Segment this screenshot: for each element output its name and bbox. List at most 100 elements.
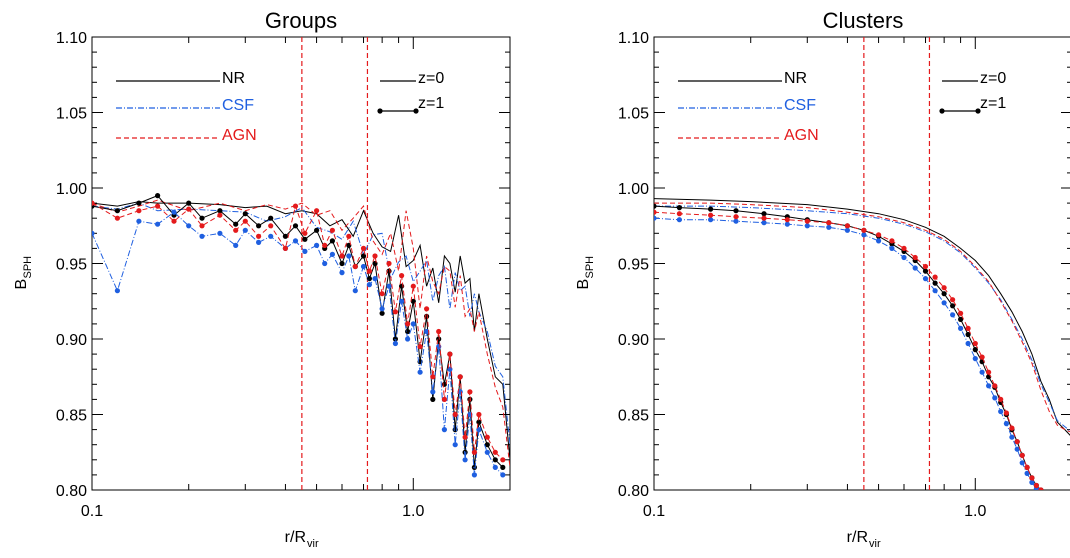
x-tick-label: 0.1 (81, 503, 103, 520)
data-point-nr-z1 (405, 328, 411, 335)
groups-panel: Groups 0.80 0.85 0.90 0.95 1.00 1.05 1.10 0.1 1.0… (13, 8, 511, 550)
y-tick-label: 0.85 (56, 408, 87, 425)
data-point-nr-z1 (329, 238, 335, 244)
data-point-nr-z1 (136, 200, 142, 206)
data-point-nr-z1 (256, 223, 262, 229)
series-group (92, 193, 510, 478)
data-point-csf-z1 (410, 321, 416, 327)
data-point-agn-z1 (932, 274, 938, 280)
x-axis-label-subscript: vir (307, 538, 319, 550)
data-point-nr-z1 (492, 457, 498, 463)
data-point-csf-z1 (292, 238, 299, 244)
series-line-csf-z1 (654, 217, 1040, 490)
data-point-agn-z1 (492, 449, 498, 455)
data-point-nr-z1 (1043, 490, 1048, 495)
series-line-csf-z0 (92, 202, 510, 445)
legend-label-z0: z=0 (980, 70, 1006, 87)
legend-label-csf: CSF (222, 97, 254, 114)
data-point-csf-z1 (430, 389, 436, 395)
data-point-csf-z1 (708, 217, 714, 223)
data-point-nr-z1 (242, 211, 248, 217)
y-tick-label: 0.90 (618, 332, 649, 349)
data-point-nr-z1 (761, 211, 767, 217)
y-axis-label-subscript: SPH (584, 256, 596, 279)
data-point-csf-z1 (136, 218, 142, 224)
y-axis-label-subscript: SPH (22, 256, 34, 279)
data-point-agn-z1 (1003, 410, 1010, 416)
y-tick-label: 1.10 (56, 30, 87, 47)
data-point-nr-z1 (430, 396, 436, 402)
data-point-nr-z1 (360, 253, 367, 259)
data-point-agn-z1 (268, 223, 274, 229)
data-point-csf-z1 (1024, 470, 1030, 476)
data-point-nr-z1 (410, 298, 416, 304)
data-point-csf-z1 (1003, 421, 1010, 427)
data-point-csf-z1 (186, 223, 192, 229)
data-point-agn-z1 (654, 209, 657, 215)
data-point-agn-z1 (372, 253, 378, 259)
data-point-agn-z1 (233, 227, 239, 233)
data-point-csf-z1 (171, 209, 177, 215)
data-point-nr-z1 (199, 215, 205, 221)
data-point-csf-z1 (424, 328, 430, 335)
data-point-csf-z1 (268, 233, 274, 239)
data-point-agn-z1 (972, 340, 978, 347)
data-point-nr-z1 (708, 206, 714, 212)
data-point-csf-z1 (889, 245, 895, 251)
data-point-csf-z1 (379, 306, 385, 312)
data-point-csf-z1 (941, 300, 947, 306)
data-point-nr-z1 (268, 215, 274, 221)
panel-title: Clusters (823, 8, 904, 33)
legend-dot-z1 (975, 108, 981, 114)
data-point-csf-z1 (352, 288, 358, 294)
data-point-nr-z1 (302, 236, 308, 242)
data-point-agn-z1 (467, 389, 473, 395)
data-point-agn-z1 (912, 254, 918, 261)
data-point-csf-z1 (452, 442, 458, 448)
y-tick-label: 1.00 (618, 181, 649, 198)
data-point-csf-z1 (986, 383, 992, 389)
data-point-nr-z1 (217, 208, 223, 214)
data-point-nr-z1 (114, 208, 120, 214)
data-point-agn-z1 (405, 321, 411, 327)
data-point-agn-z1 (346, 233, 352, 239)
data-point-csf-z1 (92, 230, 95, 236)
data-point-csf-z1 (901, 254, 907, 261)
data-point-agn-z1 (998, 396, 1004, 402)
data-point-agn-z1 (447, 351, 453, 357)
data-point-csf-z1 (965, 340, 971, 347)
data-point-agn-z1 (136, 208, 142, 214)
data-point-agn-z1 (1024, 464, 1030, 470)
y-tick-label: 1.05 (618, 106, 649, 123)
data-point-agn-z1 (784, 217, 790, 223)
data-point-csf-z1 (784, 221, 790, 227)
data-point-agn-z1 (1038, 487, 1044, 490)
legend-label-agn: AGN (784, 127, 819, 144)
data-point-csf-z1 (1029, 479, 1035, 485)
series-line-nr-z0 (92, 201, 510, 460)
legend-dot-z1 (939, 108, 945, 114)
data-point-csf-z1 (979, 369, 985, 375)
data-point-csf-z1 (1019, 460, 1025, 466)
data-point-csf-z1 (242, 227, 248, 233)
data-point-agn-z1 (1009, 425, 1015, 431)
data-point-csf-z1 (958, 325, 964, 331)
data-point-csf-z1 (1009, 434, 1015, 440)
data-point-nr-z1 (922, 268, 929, 274)
data-point-nr-z1 (462, 449, 468, 455)
x-tick-label: 0.1 (643, 503, 665, 520)
data-point-csf-z1 (441, 427, 447, 433)
data-point-agn-z1 (876, 232, 882, 238)
data-point-agn-z1 (1014, 439, 1020, 445)
x-axis-label: r/R (285, 529, 306, 546)
series-line-nr-z1 (654, 205, 1042, 490)
data-point-nr-z1 (155, 193, 161, 199)
data-point-agn-z1 (417, 344, 423, 350)
data-point-agn-z1 (1043, 490, 1048, 495)
data-point-agn-z1 (302, 230, 308, 236)
y-tick-label: 0.80 (618, 483, 649, 500)
data-point-agn-z1 (484, 434, 490, 440)
data-point-csf-z1 (199, 233, 205, 239)
